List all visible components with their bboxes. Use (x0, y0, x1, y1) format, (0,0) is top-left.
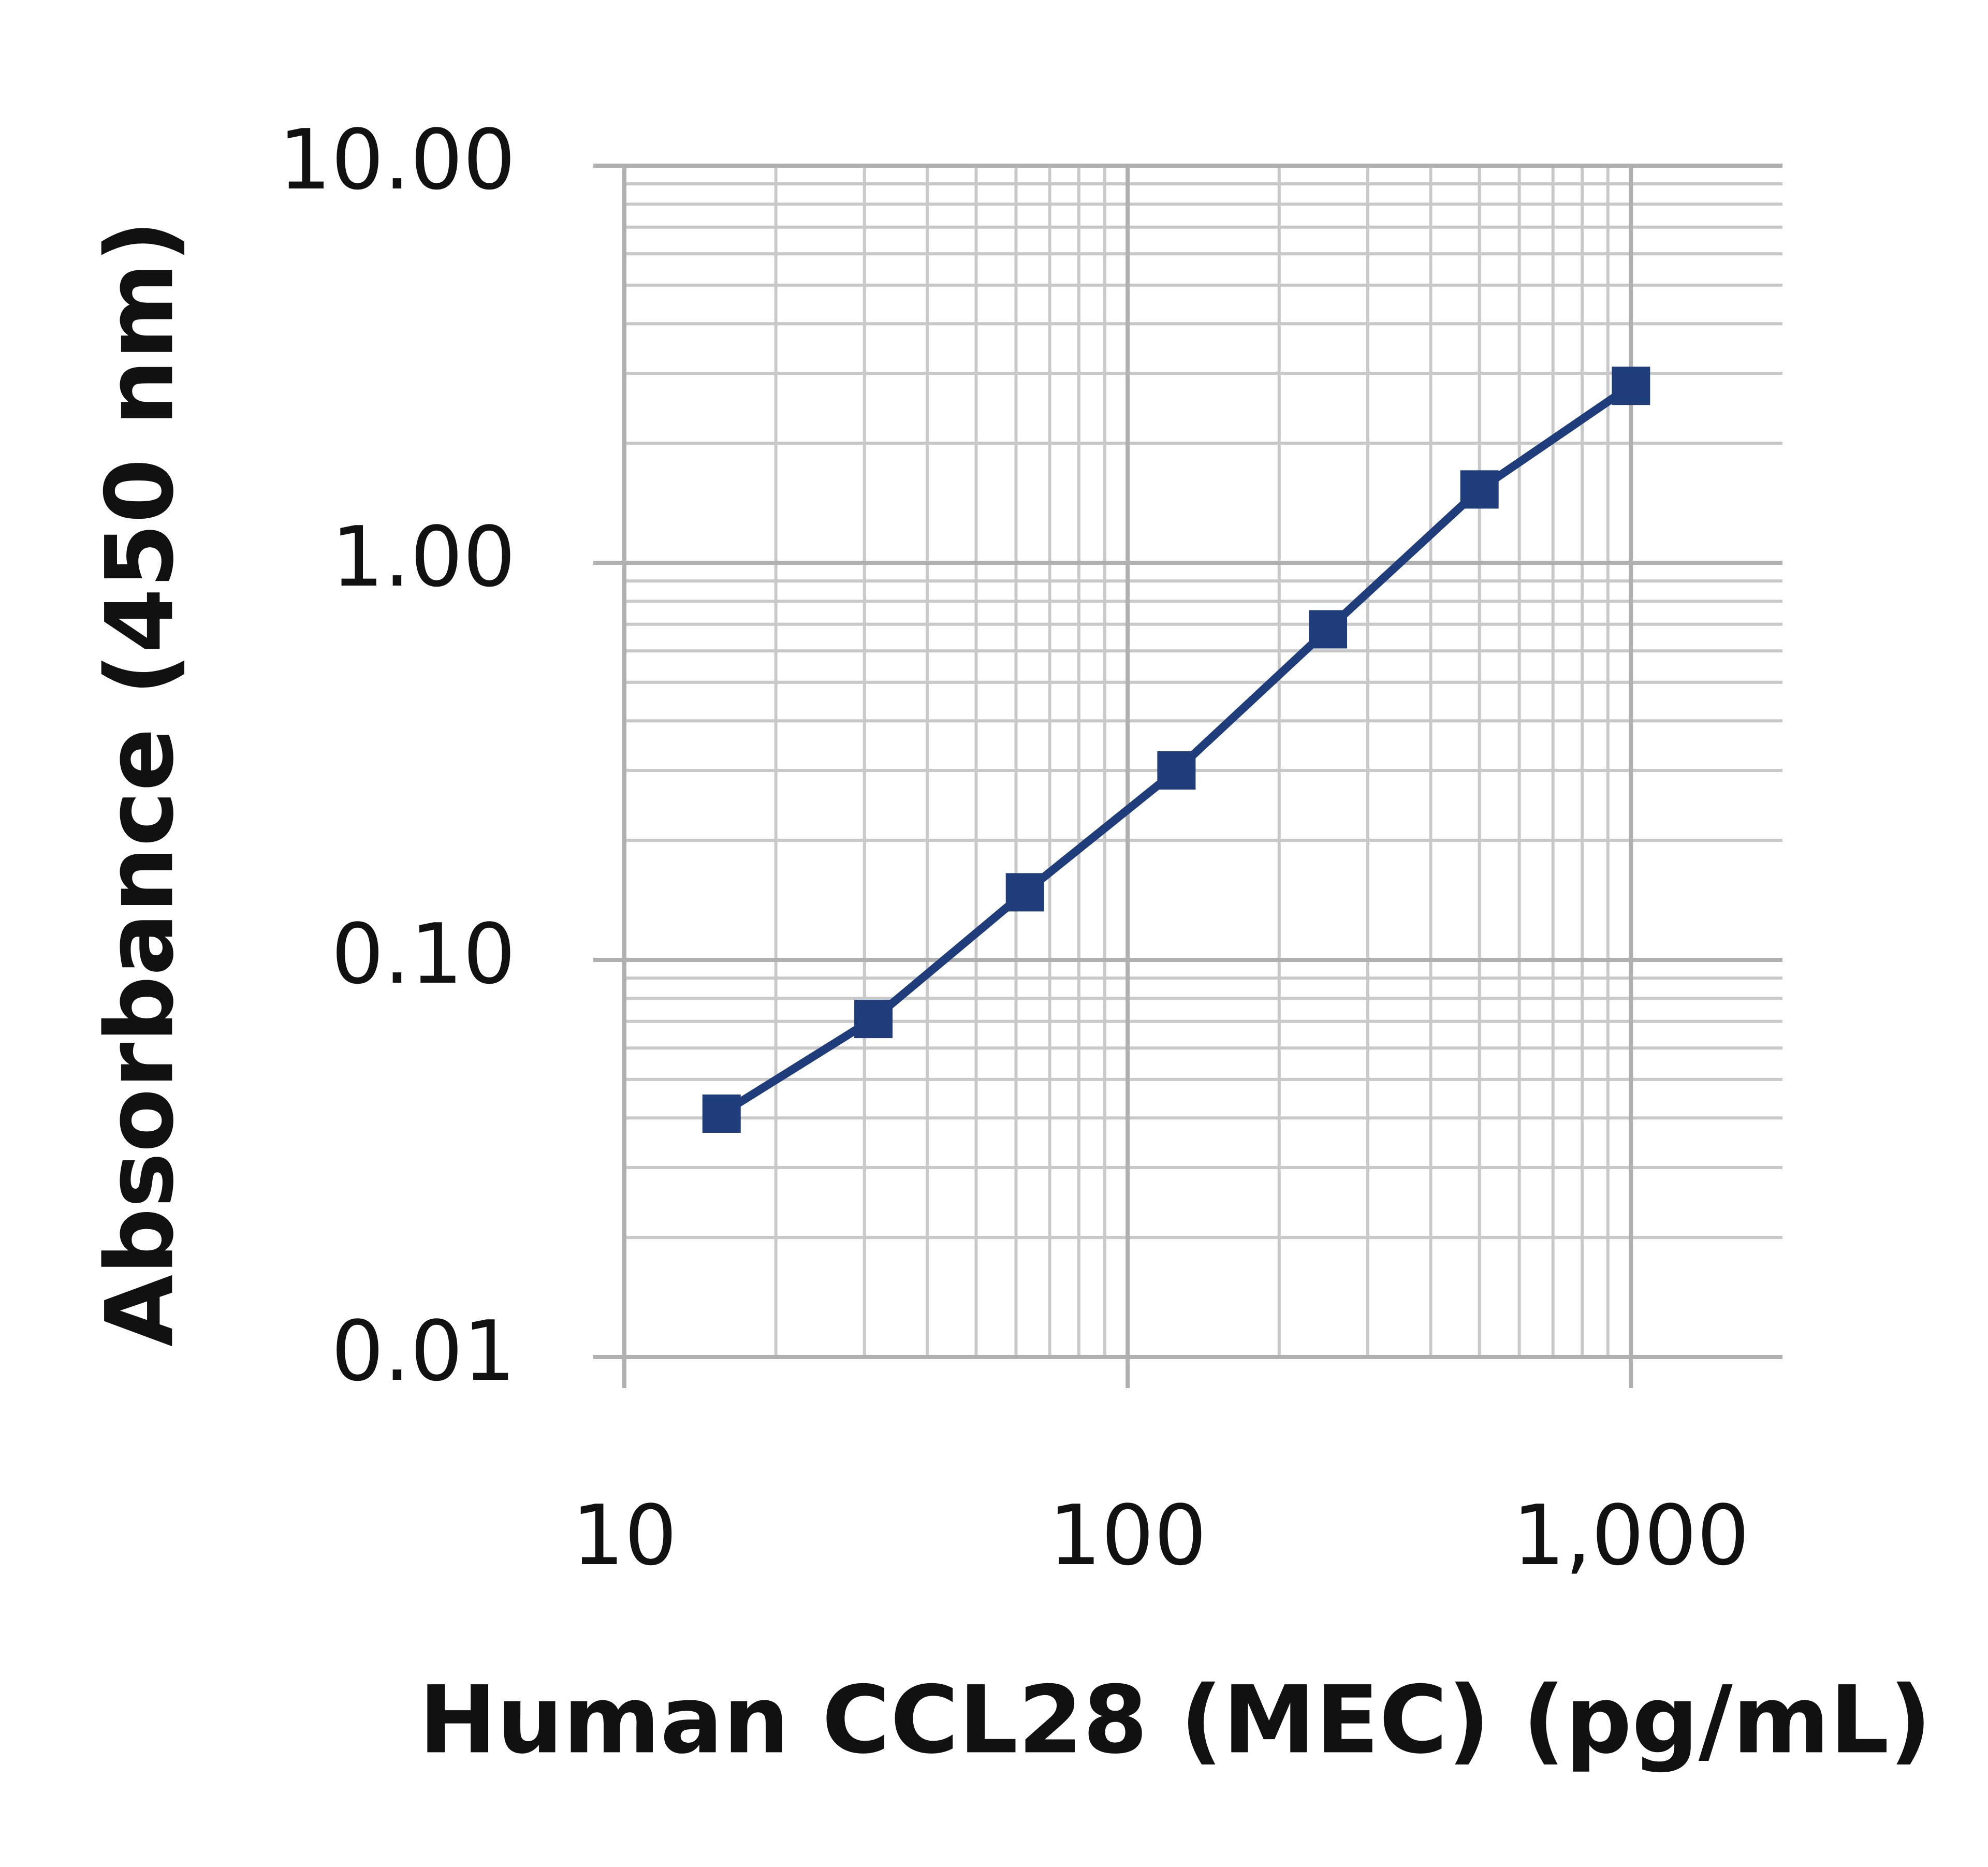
marker (1612, 367, 1650, 405)
x-axis-title: Human CCL28 (MEC) (pg/mL) (419, 1666, 1932, 1774)
marker (1005, 873, 1044, 912)
marker (702, 1094, 741, 1133)
y-axis-title: Absorbance (450 nm) (86, 220, 194, 1347)
marker (1309, 610, 1348, 649)
x-tick-label: 10 (572, 1487, 677, 1584)
x-tick-label: 1,000 (1512, 1487, 1749, 1584)
y-tick-label: 10.00 (279, 111, 516, 208)
marker (1460, 470, 1499, 509)
x-tick-label: 100 (1048, 1487, 1206, 1584)
marker (1157, 751, 1196, 790)
y-tick-label: 0.01 (331, 1303, 516, 1399)
marker (854, 1000, 893, 1039)
y-tick-label: 0.10 (331, 906, 516, 1002)
y-tick-label: 1.00 (331, 508, 516, 605)
